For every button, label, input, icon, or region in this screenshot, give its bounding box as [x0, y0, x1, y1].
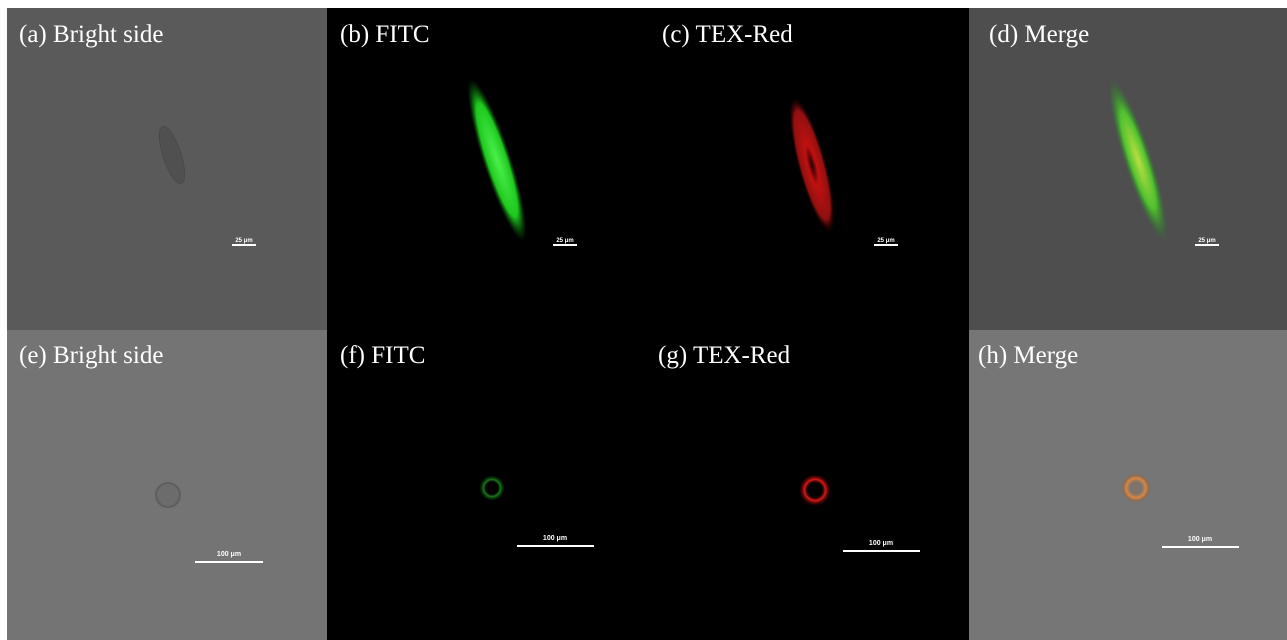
- figure: (a) Bright side (b) FITC (c) TEX-Red (d)…: [0, 0, 1287, 640]
- scale-label: 25 μm: [1198, 238, 1215, 244]
- scale-label: 25 μm: [877, 238, 894, 244]
- panel-backgrounds: [7, 8, 1287, 640]
- panel-label: (e) Bright side: [19, 342, 163, 369]
- panel-label: (h) Merge: [978, 342, 1078, 369]
- panel-label: (g) TEX-Red: [658, 342, 791, 369]
- scale-label: 100 μm: [869, 540, 893, 547]
- scale-label: 100 μm: [543, 535, 567, 542]
- panel-label: (a) Bright side: [19, 21, 163, 48]
- scale-label: 25 μm: [556, 238, 573, 244]
- panel-label: (b) FITC: [340, 21, 430, 48]
- scale-label: 100 μm: [217, 551, 241, 558]
- panel-label: (f) FITC: [340, 342, 425, 369]
- panel-label: (d) Merge: [989, 21, 1089, 48]
- scale-label: 100 μm: [1188, 536, 1212, 543]
- scale-label: 25 μm: [235, 238, 252, 244]
- panel-label: (c) TEX-Red: [662, 21, 793, 48]
